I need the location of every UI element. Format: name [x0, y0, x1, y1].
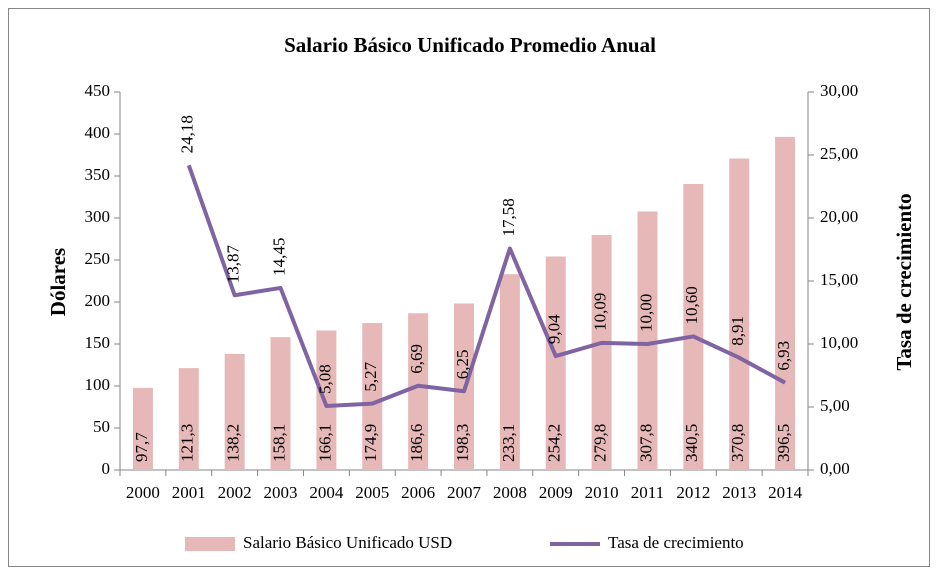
line-value-label: 10,00	[636, 294, 655, 332]
legend-label: Tasa de crecimiento	[608, 533, 744, 552]
bar-value-label: 186,6	[407, 424, 426, 462]
line-value-label: 10,09	[591, 293, 610, 331]
y-tick-label: 450	[85, 81, 111, 100]
x-tick-label: 2003	[264, 483, 298, 502]
line-value-label: 5,08	[315, 364, 334, 394]
bar	[270, 337, 291, 470]
bar-value-label: 158,1	[269, 424, 288, 462]
line-value-label: 6,25	[453, 350, 472, 380]
line-value-label: 8,91	[728, 316, 747, 346]
line-value-label: 6,93	[774, 341, 793, 371]
bar	[132, 387, 153, 470]
y2-tick-label: 30,00	[820, 81, 858, 100]
y2-axis-label: Tasa de crecimiento	[892, 193, 916, 370]
bar	[316, 330, 337, 470]
x-tick-label: 2010	[585, 483, 619, 502]
x-tick-label: 2013	[722, 483, 756, 502]
bar-value-label: 233,1	[499, 424, 518, 462]
x-tick-label: 2009	[539, 483, 573, 502]
line-value-label: 9,04	[545, 314, 564, 344]
y2-tick-label: 15,00	[820, 270, 858, 289]
x-tick-label: 2004	[309, 483, 344, 502]
y2-tick-label: 0,00	[820, 459, 850, 478]
line-value-label: 5,27	[361, 361, 380, 391]
line-value-label: 17,58	[499, 198, 518, 236]
line-value-label: 14,45	[269, 238, 288, 276]
bar	[729, 158, 750, 470]
bar	[683, 183, 704, 471]
line-value-label: 6,69	[407, 344, 426, 374]
bar-value-label: 121,3	[178, 424, 197, 462]
x-tick-label: 2012	[676, 483, 710, 502]
bar	[408, 313, 429, 470]
x-tick-label: 2006	[401, 483, 435, 502]
y2-tick-label: 20,00	[820, 207, 858, 226]
x-tick-label: 2008	[493, 483, 527, 502]
y2-tick-label: 5,00	[820, 396, 850, 415]
x-tick-label: 2005	[355, 483, 389, 502]
bar-value-label: 254,2	[545, 424, 564, 462]
bar	[224, 353, 245, 470]
x-tick-label: 2011	[631, 483, 664, 502]
bar-value-label: 340,5	[682, 424, 701, 462]
x-tick-label: 2001	[172, 483, 206, 502]
y2-tick-label: 10,00	[820, 333, 858, 352]
y2-tick-label: 25,00	[820, 144, 858, 163]
line	[186, 164, 787, 408]
bar-value-label: 370,8	[728, 424, 747, 462]
y-tick-label: 0	[102, 459, 111, 478]
bar	[178, 368, 199, 470]
y-axis-label: Dólares	[46, 248, 70, 316]
bar	[362, 323, 383, 470]
x-tick-label: 2000	[126, 483, 160, 502]
bar-value-label: 138,2	[224, 424, 243, 462]
legend-label: Salario Básico Unificado USD	[243, 533, 452, 552]
bar-value-label: 166,1	[315, 424, 334, 462]
bar	[499, 274, 520, 470]
y-tick-label: 350	[85, 165, 111, 184]
bar-value-label: 198,3	[453, 424, 472, 462]
bar-value-label: 174,9	[361, 424, 380, 462]
bar-value-label: 279,8	[591, 424, 610, 462]
line-value-label: 24,18	[178, 115, 197, 153]
bar-value-label: 97,7	[132, 432, 151, 462]
bar	[637, 211, 658, 470]
bar	[591, 234, 612, 470]
line-value-label: 13,87	[224, 244, 243, 283]
x-tick-label: 2007	[447, 483, 482, 502]
bar-value-label: 307,8	[636, 424, 655, 462]
y-tick-label: 250	[85, 249, 111, 268]
bar	[545, 256, 566, 470]
legend-swatch	[185, 537, 235, 551]
chart-title: Salario Básico Unificado Promedio Anual	[284, 33, 656, 57]
y-tick-label: 100	[85, 375, 111, 394]
x-tick-label: 2002	[218, 483, 252, 502]
y-tick-label: 50	[93, 417, 110, 436]
y-tick-label: 150	[85, 333, 111, 352]
x-tick-label: 2014	[768, 483, 803, 502]
y-tick-label: 300	[85, 207, 111, 226]
y-tick-label: 200	[85, 291, 111, 310]
bar-value-label: 396,5	[774, 424, 793, 462]
y-tick-label: 400	[85, 123, 111, 142]
bar	[775, 136, 796, 470]
line-value-label: 10,60	[682, 286, 701, 324]
